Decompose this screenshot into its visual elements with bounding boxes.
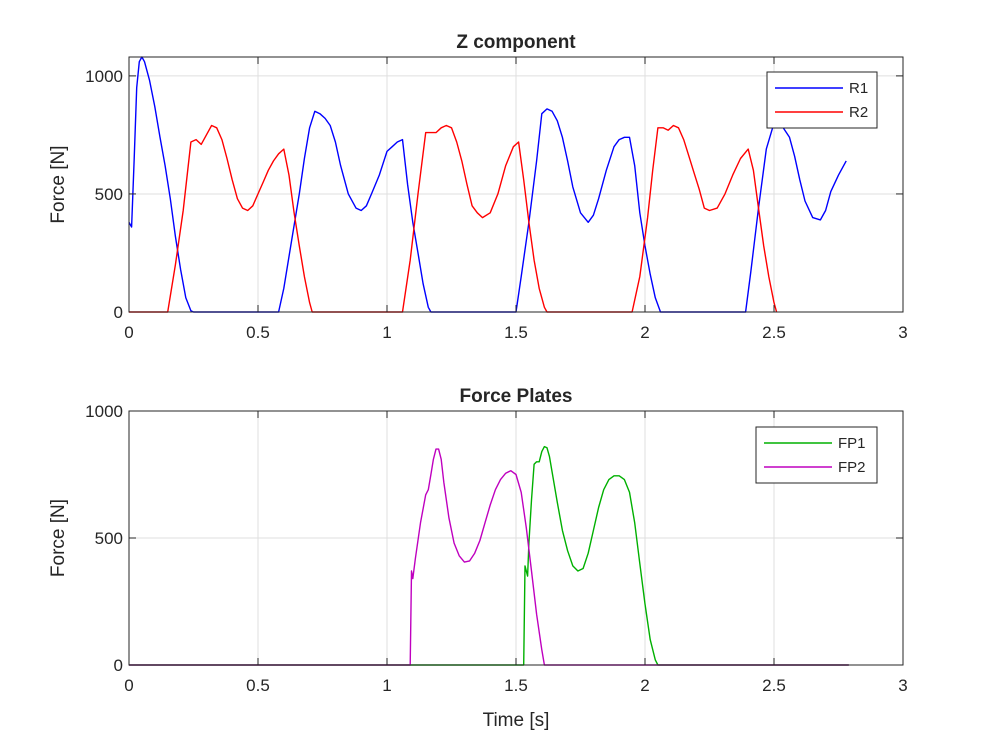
x-tick-label: 1 (382, 676, 391, 695)
x-tick-label: 0.5 (246, 676, 270, 695)
x-tick-label: 2 (640, 676, 649, 695)
x-tick-label: 0 (124, 676, 133, 695)
y-tick-label: 500 (95, 185, 123, 204)
series-line-r2 (129, 124, 778, 313)
chart-title: Z component (456, 32, 576, 53)
legend-label-r1: R1 (849, 80, 868, 97)
legend-box (755, 426, 878, 484)
z-component-chart: 0 0.5 1 1.5 2 2.5 3 0 500 1000 Z component Force [N… (48, 32, 908, 342)
x-tick-label: 0.5 (246, 323, 270, 342)
x-axis-label: Time [s] (483, 710, 550, 731)
legend-label-r2: R2 (849, 104, 868, 121)
x-tick-label: 1.5 (504, 323, 528, 342)
y-tick-label: 1000 (85, 402, 123, 421)
y-tick-label: 1000 (85, 67, 123, 86)
series-line-r1 (128, 56, 847, 313)
x-tick-label: 2.5 (762, 676, 786, 695)
x-tick-label: 1 (382, 323, 391, 342)
series-line-fp1 (129, 445, 849, 666)
x-tick-label: 1.5 (504, 676, 528, 695)
x-tick-label: 2 (640, 323, 649, 342)
x-tick-label: 2.5 (762, 323, 786, 342)
series-line-fp2 (129, 448, 849, 666)
y-tick-label: 500 (95, 529, 123, 548)
x-tick-label: 0 (124, 323, 133, 342)
legend-label-fp1: FP1 (838, 435, 866, 452)
y-axis-label: Force [N] (48, 499, 69, 577)
y-axis-label: Force [N] (48, 145, 69, 223)
y-tick-label: 0 (114, 303, 123, 322)
legend-label-fp2: FP2 (838, 459, 866, 476)
force-plates-chart: 0 0.5 1 1.5 2 2.5 3 0 500 1000 Force Plates Force [… (48, 386, 908, 731)
legend-box (766, 71, 878, 129)
x-tick-label: 3 (898, 323, 907, 342)
chart-title: Force Plates (460, 386, 573, 407)
y-tick-label: 0 (114, 656, 123, 675)
x-tick-label: 3 (898, 676, 907, 695)
